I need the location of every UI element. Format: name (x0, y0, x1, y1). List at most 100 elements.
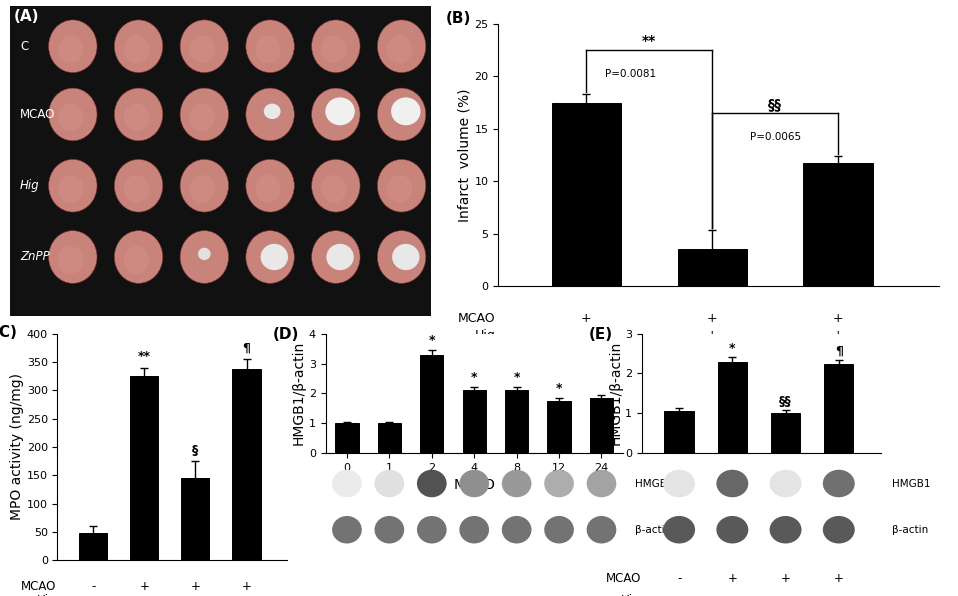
Ellipse shape (198, 248, 211, 260)
Text: *: * (729, 342, 736, 355)
Y-axis label: MPO activity (ng/mg): MPO activity (ng/mg) (10, 374, 24, 520)
Ellipse shape (190, 175, 215, 203)
Ellipse shape (327, 244, 354, 270)
Ellipse shape (375, 516, 404, 544)
Ellipse shape (256, 175, 281, 203)
Text: +: + (581, 312, 592, 325)
Text: P=0.0081: P=0.0081 (604, 69, 656, 79)
Ellipse shape (49, 159, 97, 212)
Bar (677, 249, 747, 286)
Bar (130, 376, 158, 560)
Ellipse shape (58, 35, 83, 63)
Ellipse shape (544, 516, 574, 544)
Ellipse shape (49, 88, 97, 141)
Ellipse shape (124, 246, 149, 274)
Ellipse shape (663, 470, 696, 497)
Text: +: + (727, 572, 738, 585)
Ellipse shape (460, 470, 489, 497)
Bar (377, 423, 401, 453)
Text: Hig: Hig (621, 594, 641, 596)
Text: Hig: Hig (20, 179, 39, 193)
Text: -: - (730, 594, 735, 596)
Ellipse shape (114, 231, 163, 283)
Ellipse shape (180, 231, 229, 283)
Text: Hig: Hig (475, 329, 495, 342)
Text: -: - (677, 572, 681, 585)
Bar (463, 390, 486, 453)
Text: +: + (191, 580, 200, 593)
Bar (804, 163, 873, 286)
Text: -: - (91, 580, 96, 593)
Text: *: * (471, 371, 477, 384)
Ellipse shape (124, 104, 149, 132)
Text: ZnPP: ZnPP (465, 346, 495, 359)
Ellipse shape (190, 104, 215, 132)
Text: (B): (B) (445, 11, 470, 26)
Y-axis label: HMGB1/β-actin: HMGB1/β-actin (292, 342, 307, 445)
Ellipse shape (190, 35, 215, 63)
Text: **: ** (138, 350, 150, 363)
Bar (771, 413, 800, 453)
Text: +: + (241, 594, 251, 596)
Ellipse shape (391, 97, 421, 125)
Ellipse shape (586, 516, 616, 544)
Ellipse shape (332, 470, 362, 497)
Ellipse shape (769, 516, 802, 544)
Ellipse shape (58, 246, 83, 274)
Text: C: C (20, 40, 29, 53)
Text: **: ** (642, 34, 656, 48)
Y-axis label: HMGB1/β-actin: HMGB1/β-actin (608, 342, 623, 445)
Ellipse shape (180, 20, 229, 73)
Text: *: * (428, 334, 435, 347)
Ellipse shape (387, 35, 412, 63)
Ellipse shape (460, 516, 489, 544)
Text: +: + (707, 329, 718, 342)
Ellipse shape (663, 516, 696, 544)
Text: -: - (142, 594, 147, 596)
Ellipse shape (417, 516, 446, 544)
Text: MCAO: MCAO (20, 108, 56, 121)
Bar (718, 362, 747, 453)
Bar (421, 355, 444, 453)
Bar (665, 411, 694, 453)
Text: +: + (781, 594, 790, 596)
Text: MCAO: MCAO (21, 580, 57, 593)
Text: +: + (833, 312, 843, 325)
Ellipse shape (823, 516, 855, 544)
Text: ZnPP: ZnPP (20, 250, 50, 263)
Text: ¶: ¶ (834, 344, 843, 358)
Bar (547, 401, 571, 453)
Text: +: + (833, 346, 843, 359)
Text: *: * (556, 383, 562, 396)
Ellipse shape (717, 516, 748, 544)
Bar (181, 478, 210, 560)
Text: §§: §§ (768, 97, 782, 111)
Text: (E): (E) (589, 327, 613, 342)
Ellipse shape (544, 470, 574, 497)
Ellipse shape (256, 35, 281, 63)
Text: +: + (191, 594, 200, 596)
Text: -: - (677, 594, 681, 596)
Text: P=0.0065: P=0.0065 (749, 132, 801, 142)
Ellipse shape (246, 88, 294, 141)
Ellipse shape (311, 159, 360, 212)
Bar (233, 369, 261, 560)
Text: +: + (707, 312, 718, 325)
Text: (A): (A) (13, 9, 39, 24)
Ellipse shape (124, 175, 149, 203)
Ellipse shape (377, 231, 426, 283)
Ellipse shape (114, 20, 163, 73)
X-axis label: MCAO: MCAO (453, 478, 495, 492)
Ellipse shape (321, 35, 347, 63)
Text: ¶: ¶ (242, 341, 251, 354)
Text: -: - (584, 346, 588, 359)
Text: Hig: Hig (36, 594, 57, 596)
Ellipse shape (377, 159, 426, 212)
Ellipse shape (769, 470, 802, 497)
Ellipse shape (417, 470, 446, 497)
Bar (505, 390, 528, 453)
Bar (552, 103, 621, 286)
Text: *: * (513, 371, 520, 384)
Ellipse shape (180, 159, 229, 212)
Ellipse shape (263, 104, 281, 119)
